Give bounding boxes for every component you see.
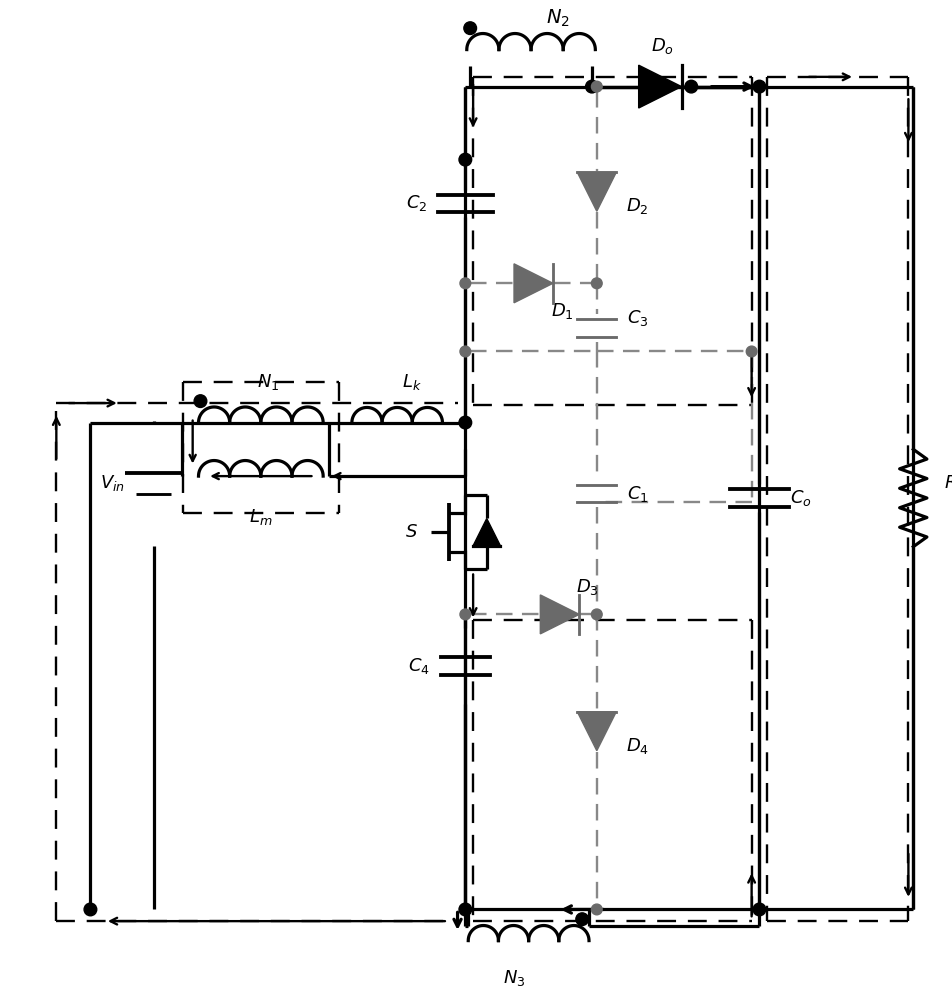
Polygon shape [638,65,681,108]
Text: $D_3$: $D_3$ [575,577,598,597]
Circle shape [460,346,470,357]
Text: $R$: $R$ [942,474,952,492]
Circle shape [464,22,476,34]
Text: $C_o$: $C_o$ [789,488,811,508]
Text: $V_{in}$: $V_{in}$ [100,473,125,493]
Circle shape [459,153,471,166]
Text: $D_1$: $D_1$ [551,301,573,321]
Circle shape [591,278,602,289]
Polygon shape [577,172,616,211]
Circle shape [745,346,756,357]
Circle shape [752,80,765,93]
Circle shape [84,903,97,916]
Circle shape [585,80,598,93]
Circle shape [459,416,471,429]
Circle shape [194,395,207,407]
Text: $C_1$: $C_1$ [626,484,647,504]
Polygon shape [513,264,552,303]
Text: $D_2$: $D_2$ [625,196,648,216]
Text: $D_o$: $D_o$ [650,36,673,56]
Circle shape [459,903,471,916]
Text: $L_k$: $L_k$ [402,372,421,392]
Circle shape [684,80,697,93]
Circle shape [460,278,470,289]
Polygon shape [577,712,616,751]
Text: $C_4$: $C_4$ [407,656,429,676]
Circle shape [752,903,765,916]
Text: $C_2$: $C_2$ [406,193,426,213]
Text: $N_1$: $N_1$ [257,372,280,392]
Polygon shape [472,518,500,546]
Circle shape [591,904,602,915]
Circle shape [575,913,588,926]
Text: $S$: $S$ [405,523,418,541]
Text: $C_3$: $C_3$ [626,308,647,328]
Text: $D_4$: $D_4$ [625,736,648,756]
Circle shape [591,609,602,620]
Circle shape [460,609,470,620]
Text: $N_3$: $N_3$ [503,968,525,988]
Circle shape [591,81,602,92]
Polygon shape [540,595,579,634]
Text: $N_2$: $N_2$ [545,8,569,29]
Text: $L_m$: $L_m$ [248,507,272,527]
